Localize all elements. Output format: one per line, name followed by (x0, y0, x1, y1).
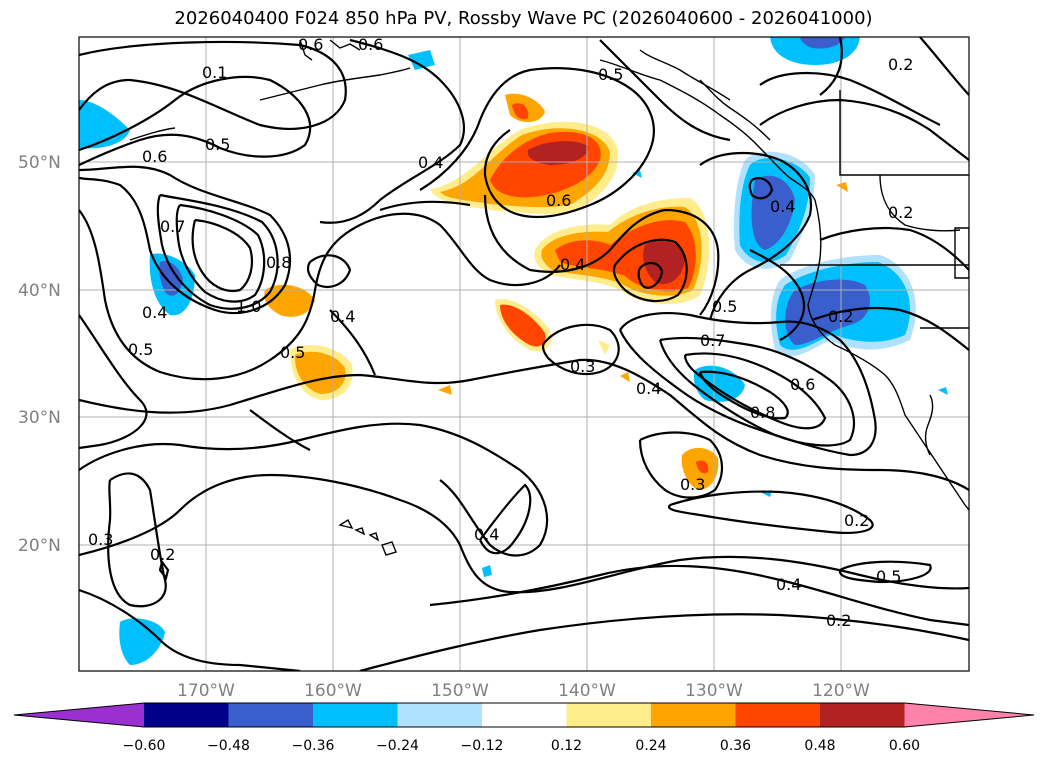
colorbar-tick-label: −0.24 (376, 738, 419, 754)
colorbar-tick-label: 0.60 (889, 738, 920, 754)
contour-label: 0.6 (546, 191, 571, 210)
colorbar-segment (397, 703, 482, 727)
contour-label: 0.4 (142, 303, 167, 322)
lon-label: 120°W (812, 681, 870, 701)
colorbar-segment (820, 703, 905, 727)
colorbar-tick-label: 0.24 (635, 738, 666, 754)
colorbar: −0.60 −0.48 −0.36 −0.24 −0.12 0.12 0.24 … (13, 702, 1035, 754)
contour-label: 0.6 (142, 147, 167, 166)
lon-label: 150°W (431, 681, 489, 701)
contour-label: 0.8 (750, 403, 775, 422)
contour-label: 0.1 (202, 63, 227, 82)
contour-label: 0.6 (358, 35, 383, 54)
contour-label: 0.4 (418, 153, 443, 172)
coastlines (129, 39, 969, 556)
contour-label: 0.4 (560, 255, 585, 274)
lat-label: 50°N (18, 153, 61, 173)
graticule (79, 37, 969, 671)
lat-label: 30°N (18, 408, 61, 428)
negative-anomaly-fill (79, 37, 948, 665)
contour-label-group: 0.1 0.5 0.6 0.7 0.8 1.0 0.4 0.5 0.4 0.4 … (88, 35, 913, 630)
lon-label: 130°W (685, 681, 743, 701)
contour-label: 0.7 (700, 331, 725, 350)
contour-label: 0.8 (266, 253, 291, 272)
contour-label: 0.2 (826, 611, 851, 630)
colorbar-segment (313, 703, 398, 727)
colorbar-tick-label: 0.48 (804, 738, 835, 754)
contour-label: 0.2 (844, 511, 869, 530)
plot-title: 2026040400 F024 850 hPa PV, Rossby Wave … (174, 8, 873, 29)
colorbar-outline (13, 702, 1035, 728)
contour-label: 0.5 (876, 567, 901, 586)
contour-label: 0.2 (888, 203, 913, 222)
colorbar-segment (144, 703, 229, 727)
contour-label: 0.4 (770, 197, 795, 216)
pv-contours (79, 37, 969, 671)
colorbar-segment (228, 703, 313, 727)
colorbar-extend-low (14, 703, 144, 727)
contour-label: 0.4 (330, 307, 355, 326)
colorbar-tick-label: −0.60 (123, 738, 166, 754)
contour-label: 0.2 (150, 545, 175, 564)
lon-label: 140°W (558, 681, 616, 701)
contour-label: 0.3 (570, 357, 595, 376)
colorbar-extend-high (904, 703, 1034, 727)
colorbar-segment (566, 703, 651, 727)
lat-label: 40°N (18, 281, 61, 301)
contour-label: 0.4 (776, 575, 801, 594)
colorbar-tick-label: −0.36 (292, 738, 335, 754)
contour-label: 0.6 (790, 375, 815, 394)
lat-label: 20°N (18, 536, 61, 556)
contour-label: 0.3 (680, 475, 705, 494)
colorbar-tick-label: 0.12 (551, 738, 582, 754)
colorbar-segment (651, 703, 736, 727)
contour-label: 0.5 (712, 297, 737, 316)
contour-label: 0.5 (128, 340, 153, 359)
longitude-labels: 170°W 160°W 150°W 140°W 130°W 120°W (177, 681, 870, 701)
colorbar-tick-label: −0.48 (207, 738, 250, 754)
lon-label: 160°W (304, 681, 362, 701)
contour-label: 1.0 (236, 297, 261, 316)
contour-label: 0.6 (298, 35, 323, 54)
lon-label: 170°W (177, 681, 235, 701)
contour-label: 0.5 (598, 65, 623, 84)
contour-label: 0.2 (828, 307, 853, 326)
colorbar-segment (482, 703, 567, 727)
map-frame (78, 36, 970, 672)
colorbar-tick-label: −0.12 (461, 738, 504, 754)
contour-label: 0.4 (636, 379, 661, 398)
contour-label: 0.4 (474, 525, 499, 544)
map-plot-area (79, 37, 969, 671)
contour-label: 0.3 (88, 530, 113, 549)
contour-label: 0.2 (888, 55, 913, 74)
contour-label: 0.7 (160, 217, 185, 236)
colorbar-tick-label: 0.36 (720, 738, 751, 754)
contour-label: 0.5 (280, 343, 305, 362)
latitude-labels: 50°N 40°N 30°N 20°N (18, 153, 61, 556)
colorbar-segment (735, 703, 820, 727)
contour-label: 0.5 (205, 135, 230, 154)
